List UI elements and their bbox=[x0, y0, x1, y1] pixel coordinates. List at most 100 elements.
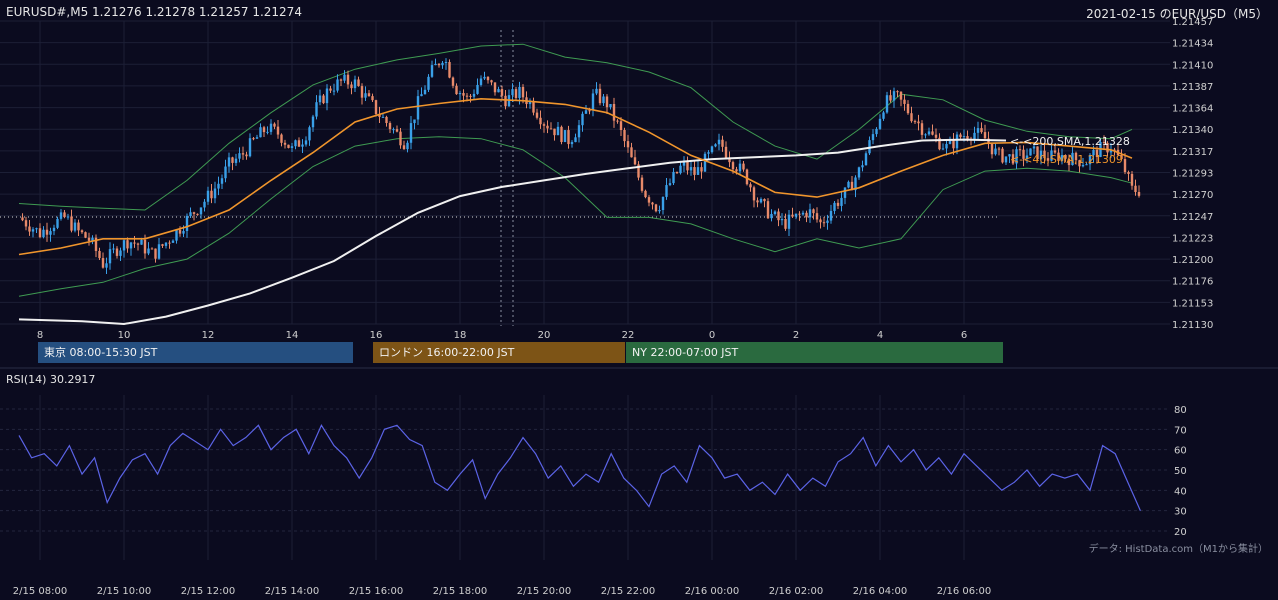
candle-down bbox=[598, 88, 602, 104]
candle-down bbox=[1106, 142, 1109, 153]
candle-up bbox=[413, 119, 416, 124]
candle-up bbox=[668, 183, 672, 186]
candle-down bbox=[262, 127, 266, 133]
candle-up bbox=[581, 113, 584, 126]
candle-up bbox=[892, 91, 896, 101]
price-grid bbox=[0, 20, 1170, 325]
sma200-line bbox=[18, 138, 1007, 326]
candle-up bbox=[112, 248, 115, 250]
candle-down bbox=[437, 63, 441, 66]
candle-up bbox=[483, 76, 486, 79]
bollinger-bands bbox=[18, 43, 1133, 297]
rsi-tick-label: 40 bbox=[1174, 486, 1187, 497]
candle-up bbox=[140, 239, 143, 245]
candle-down bbox=[339, 79, 343, 81]
candle-up bbox=[42, 229, 45, 238]
candle-down bbox=[637, 164, 640, 178]
candle-down bbox=[94, 237, 98, 251]
price-tick-label: 1.21317 bbox=[1172, 147, 1213, 158]
candle-down bbox=[1001, 148, 1004, 163]
candle-up bbox=[665, 185, 668, 197]
candle-up bbox=[318, 95, 322, 103]
date-tick-label: 2/15 18:00 bbox=[433, 586, 487, 597]
candle-up bbox=[129, 242, 133, 249]
candle-down bbox=[136, 243, 140, 245]
candle-down bbox=[721, 139, 724, 147]
candle-down bbox=[133, 242, 136, 244]
candle-up bbox=[717, 139, 721, 145]
candle-up bbox=[1060, 155, 1064, 161]
candle-down bbox=[539, 117, 542, 125]
candle-down bbox=[346, 74, 350, 85]
hour-tick-label: 16 bbox=[370, 330, 383, 341]
candle-down bbox=[280, 134, 283, 143]
candle-up bbox=[941, 148, 945, 150]
price-axis: 1.21457 1.21434 1.21410 1.21387 1.21364 1.213… bbox=[1172, 17, 1213, 331]
candle-up bbox=[773, 211, 777, 215]
candle-down bbox=[997, 148, 1001, 150]
candle-down bbox=[651, 202, 654, 205]
candle-up bbox=[311, 116, 315, 128]
candle-up bbox=[864, 153, 868, 166]
candle-down bbox=[101, 258, 105, 268]
candle-down bbox=[644, 190, 647, 198]
candle-down bbox=[588, 110, 591, 112]
candle-up bbox=[843, 187, 847, 198]
candle-up bbox=[840, 197, 843, 206]
price-tick-label: 1.21410 bbox=[1172, 60, 1213, 71]
candle-up bbox=[66, 216, 70, 218]
candle-up bbox=[924, 134, 927, 136]
candle-down bbox=[756, 200, 759, 203]
rsi-axis: 80 70 60 50 40 30 20 bbox=[1174, 405, 1187, 538]
hour-tick-label: 18 bbox=[454, 330, 467, 341]
session-london: ロンドン 16:00-22:00 JST bbox=[373, 342, 625, 363]
candle-down bbox=[490, 80, 493, 83]
candle-up bbox=[1029, 148, 1032, 156]
candle-down bbox=[465, 95, 469, 97]
candle-down bbox=[245, 154, 248, 157]
candle-down bbox=[1120, 155, 1123, 160]
candle-up bbox=[857, 167, 861, 178]
candle-up bbox=[882, 112, 885, 119]
candle-down bbox=[469, 95, 472, 97]
bollinger-upper-line bbox=[18, 43, 1133, 211]
candle-up bbox=[591, 93, 595, 111]
candle-down bbox=[626, 141, 630, 148]
sma40-line bbox=[18, 97, 1133, 256]
candle-down bbox=[84, 232, 87, 238]
candle-up bbox=[518, 86, 521, 99]
candle-down bbox=[115, 248, 119, 256]
candle-up bbox=[497, 89, 500, 93]
candle-up bbox=[332, 90, 336, 92]
candle-up bbox=[738, 163, 742, 172]
candle-up bbox=[458, 93, 462, 95]
candle-down bbox=[143, 239, 147, 254]
hour-tick-label: 22 bbox=[622, 330, 635, 341]
candle-down bbox=[374, 100, 378, 115]
candle-down bbox=[1022, 149, 1025, 159]
price-tick-label: 1.21434 bbox=[1172, 39, 1213, 50]
candle-down bbox=[917, 121, 920, 124]
candle-down bbox=[724, 146, 728, 158]
candle-up bbox=[301, 144, 304, 147]
candle-up bbox=[574, 137, 577, 143]
date-tick-label: 2/15 12:00 bbox=[181, 586, 235, 597]
candle-down bbox=[21, 217, 24, 221]
moving-averages bbox=[18, 97, 1133, 326]
candle-down bbox=[899, 91, 903, 100]
candle-down bbox=[745, 169, 749, 185]
candle-up bbox=[49, 231, 52, 235]
candle-up bbox=[476, 84, 479, 94]
session-ny: NY 22:00-07:00 JST bbox=[626, 342, 1003, 363]
rsi-line-path bbox=[18, 424, 1141, 511]
candle-down bbox=[1057, 152, 1060, 161]
candle-up bbox=[189, 212, 192, 217]
candle-down bbox=[913, 121, 917, 123]
price-tick-label: 1.21130 bbox=[1172, 320, 1213, 331]
price-tick-label: 1.21223 bbox=[1172, 233, 1213, 244]
candle-down bbox=[850, 181, 854, 191]
candle-down bbox=[1078, 160, 1081, 167]
chart-title: 2021-02-15 のEUR/USD（M5） bbox=[1086, 7, 1268, 21]
candle-up bbox=[147, 248, 150, 254]
candle-down bbox=[700, 167, 703, 172]
